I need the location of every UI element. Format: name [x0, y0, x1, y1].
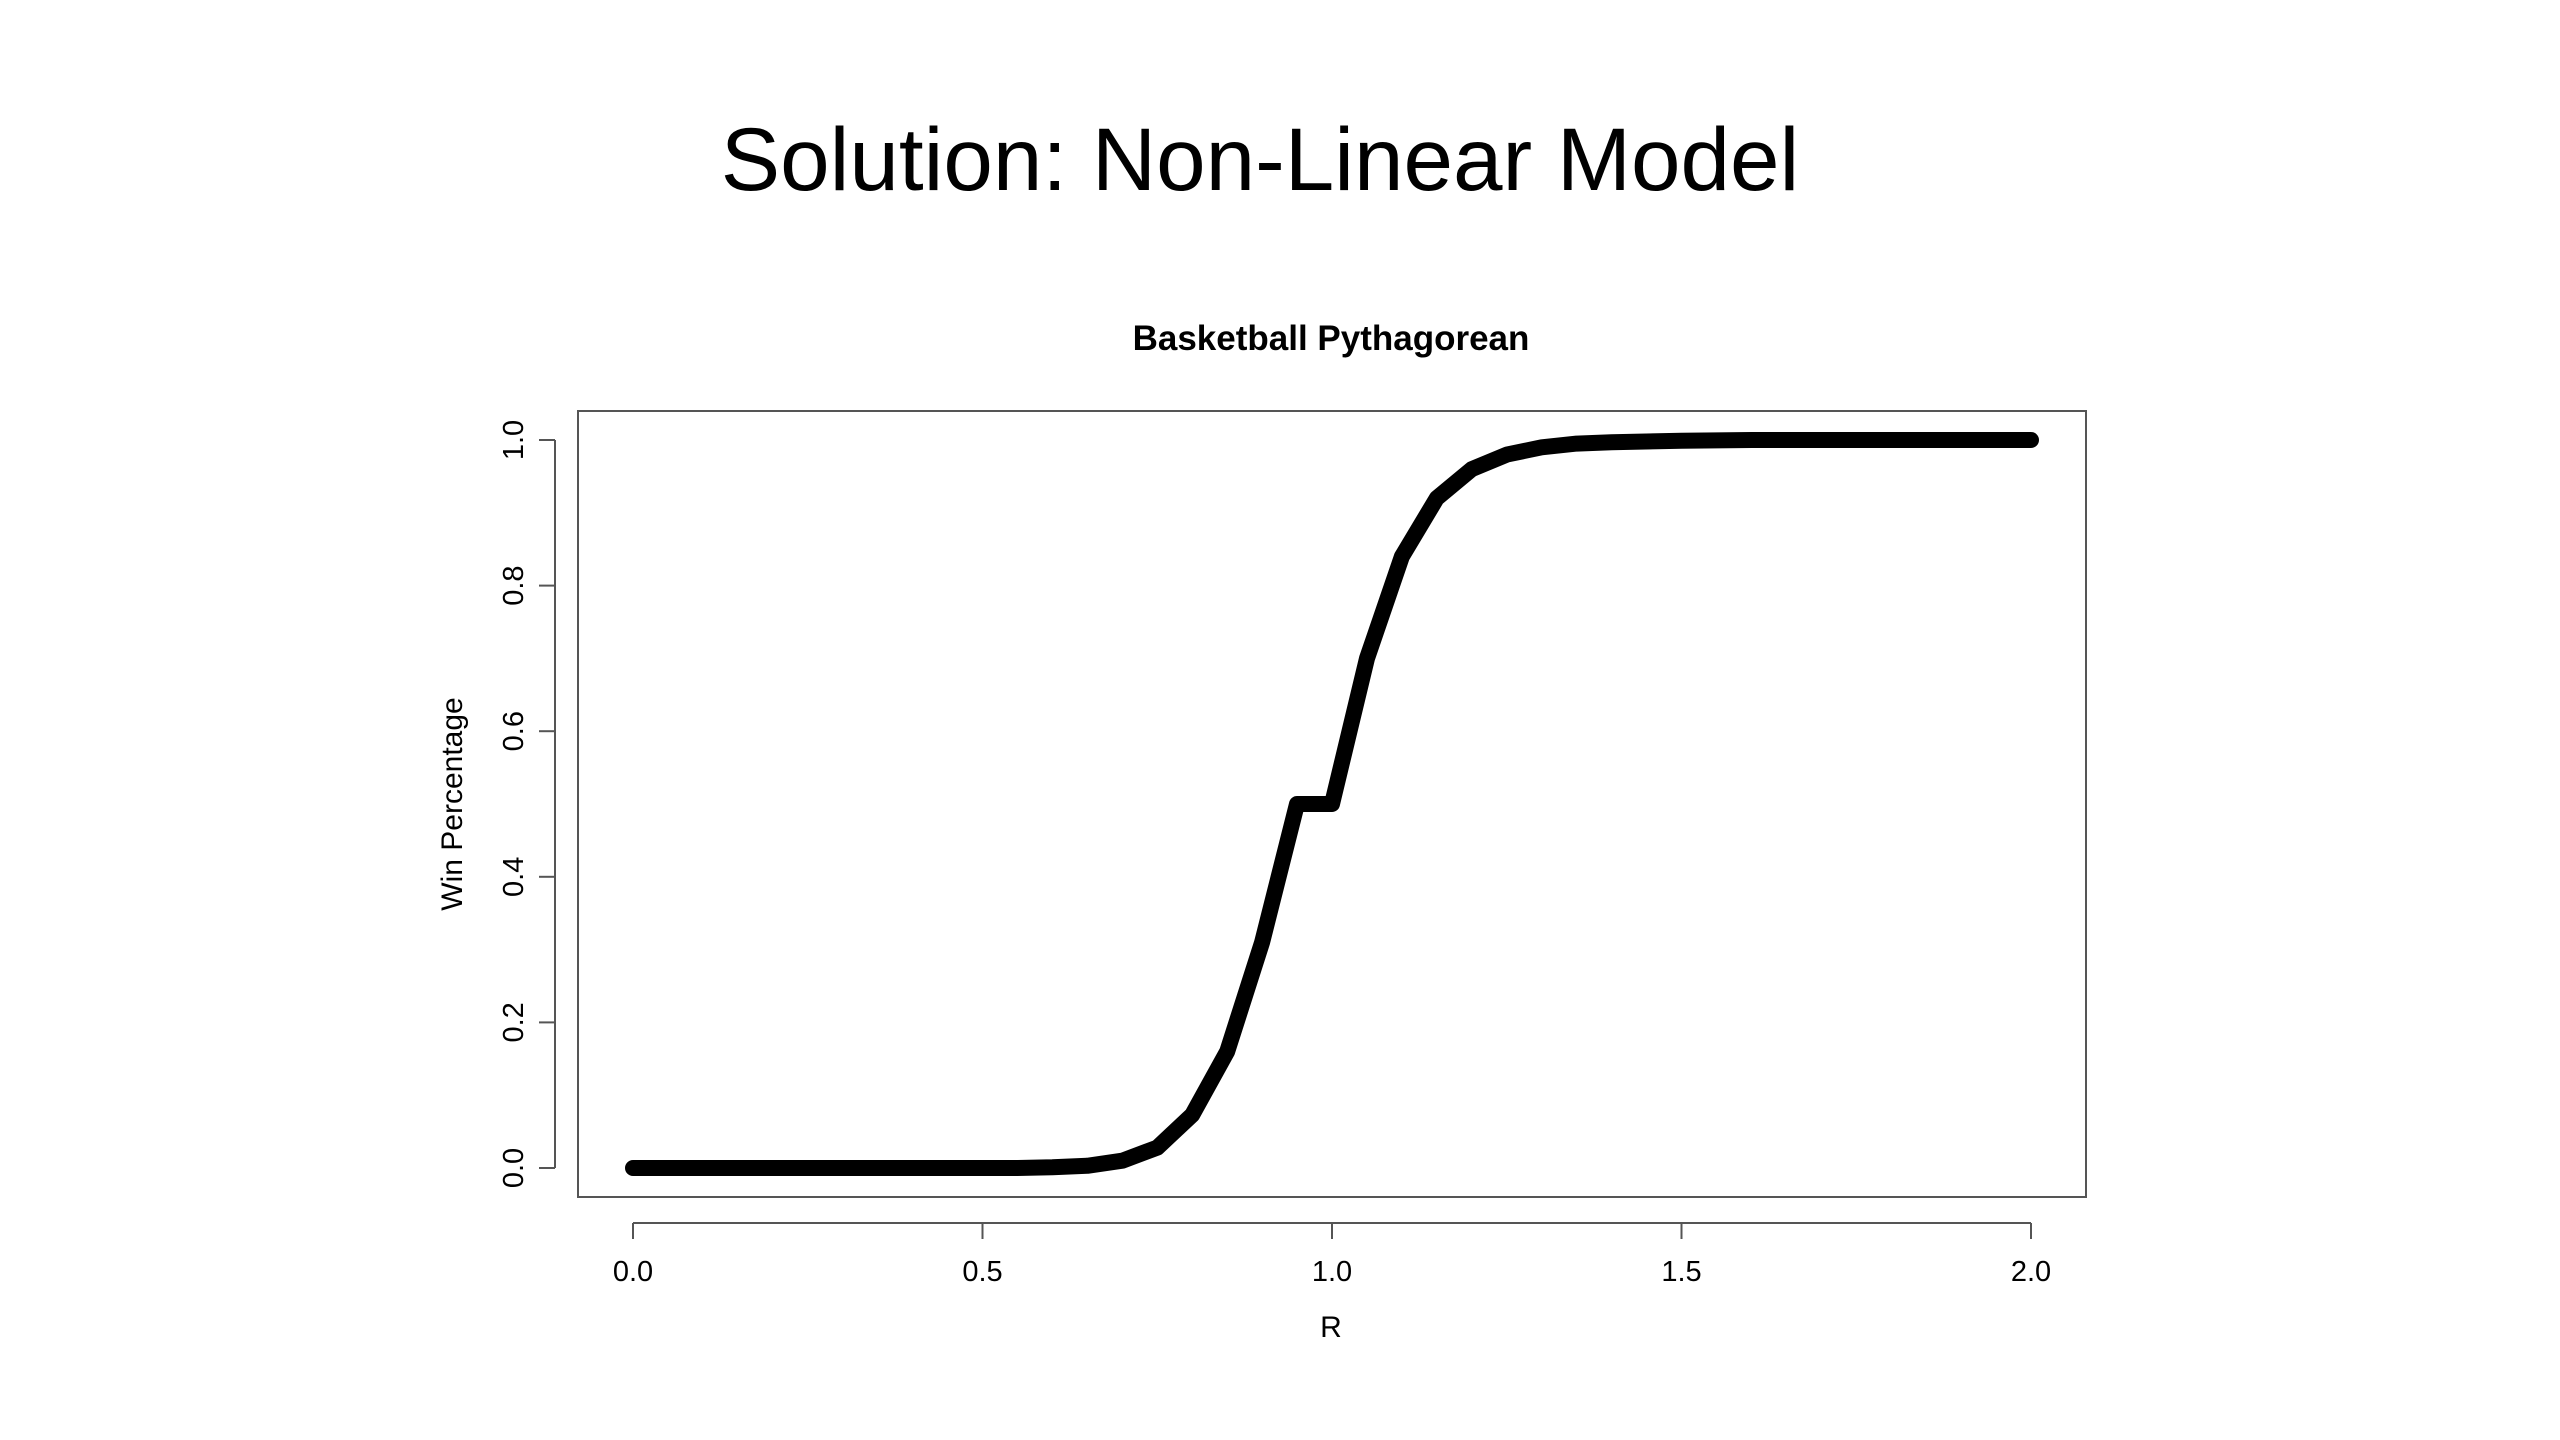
- plot-frame: [577, 410, 2087, 1198]
- y-tick-label: 0.0: [498, 1148, 530, 1188]
- x-tick-label: 1.0: [1312, 1256, 1352, 1288]
- slide-title: Solution: Non-Linear Model: [720, 109, 1800, 209]
- y-axis-label: Win Percentage: [436, 697, 469, 910]
- y-tick-label: 1.0: [498, 420, 530, 460]
- y-axis: 0.0 0.2 0.4 0.6 0.8 1.0: [498, 420, 556, 1188]
- y-tick-label: 0.4: [498, 857, 530, 897]
- x-tick-label: 1.5: [1661, 1256, 1701, 1288]
- x-axis-label: R: [1320, 1311, 1342, 1344]
- y-tick-label: 0.2: [498, 1002, 530, 1042]
- y-tick-label: 0.6: [498, 711, 530, 751]
- x-axis: 0.0 0.5 1.0 1.5 2.0: [613, 1222, 2051, 1288]
- series-line: [625, 432, 2039, 1176]
- x-tick-label: 0.5: [962, 1256, 1002, 1288]
- y-tick-label: 0.8: [498, 565, 530, 605]
- chart-title: Basketball Pythagorean: [1133, 319, 1530, 358]
- x-tick-label: 2.0: [2011, 1256, 2051, 1288]
- x-tick-label: 0.0: [613, 1256, 653, 1288]
